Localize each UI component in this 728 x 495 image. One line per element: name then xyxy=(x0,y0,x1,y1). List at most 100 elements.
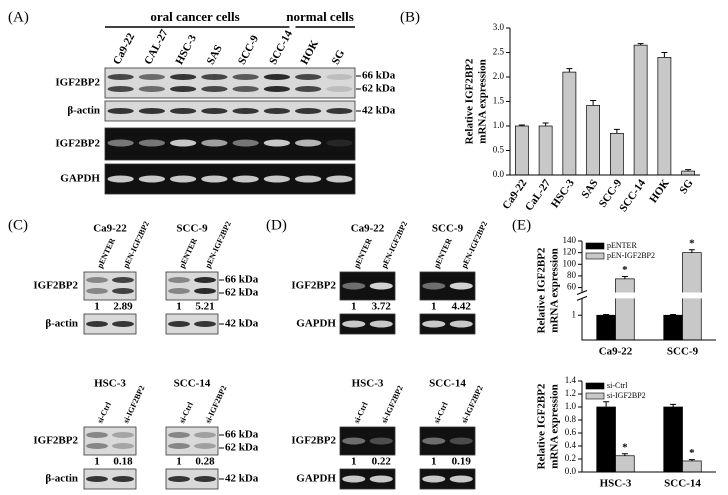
cell-label: HSC-3 xyxy=(94,378,126,390)
band xyxy=(138,139,165,147)
band xyxy=(201,108,228,114)
lane-label: si-Ctrl xyxy=(95,400,113,425)
cell-label: Ca9-22 xyxy=(351,223,385,235)
gel-image xyxy=(339,313,396,335)
band xyxy=(422,282,446,290)
blot-image xyxy=(104,100,356,122)
ratio: 4.42 xyxy=(452,301,472,313)
gel-image xyxy=(339,468,396,490)
y-tick-label: 0.8 xyxy=(565,414,577,424)
y-tick-label: 0.0 xyxy=(565,466,577,476)
band xyxy=(194,321,216,327)
band xyxy=(138,86,165,92)
band xyxy=(263,139,290,147)
band xyxy=(107,175,134,183)
band xyxy=(194,288,216,294)
band xyxy=(342,475,366,483)
error-bar xyxy=(670,403,677,407)
band xyxy=(107,86,134,92)
band xyxy=(422,437,446,445)
bar xyxy=(615,278,635,341)
lane-label: CAL-27 xyxy=(142,27,171,67)
band xyxy=(86,321,108,327)
panel-label: (B) xyxy=(400,9,420,25)
ratio: 1 xyxy=(176,456,182,468)
size-marker: 42 kDa xyxy=(362,105,396,117)
lane-label: SCC-9 xyxy=(236,33,261,67)
error-bar xyxy=(566,68,573,73)
row-label: IGF2BP2 xyxy=(55,77,100,89)
ratio: 0.22 xyxy=(372,456,392,468)
bar xyxy=(615,455,635,473)
lane-label: SCC-14 xyxy=(267,28,295,66)
y-tick-label: 1.4 xyxy=(565,375,577,385)
band xyxy=(449,475,473,483)
y-tick-label: 1.0 xyxy=(565,401,577,411)
band xyxy=(342,320,366,328)
ratio: 3.72 xyxy=(372,301,392,313)
blot-image xyxy=(83,271,137,301)
row-label: β-actin xyxy=(67,105,100,117)
cell-label: SCC-9 xyxy=(432,223,464,235)
group-label: oral cancer cells xyxy=(150,9,239,24)
band xyxy=(112,443,134,449)
band xyxy=(326,139,353,147)
ratio: 1 xyxy=(94,301,100,313)
bar xyxy=(562,71,577,176)
band xyxy=(107,139,134,147)
y-tick-label: 3.0 xyxy=(493,22,505,32)
band xyxy=(168,277,190,283)
y-tick-label: 1 xyxy=(572,309,577,319)
y-tick-label: 60 xyxy=(567,282,577,292)
band xyxy=(295,86,322,92)
band xyxy=(232,74,259,80)
band xyxy=(112,476,134,482)
lane-label: pEN-IGF2BP2 xyxy=(460,220,490,270)
gel-image xyxy=(419,426,476,456)
band xyxy=(232,108,259,114)
lane-label: pEN-IGF2BP2 xyxy=(203,220,233,270)
band xyxy=(295,74,322,80)
band xyxy=(232,139,259,147)
row-label: β-actin xyxy=(45,473,78,485)
error-bar xyxy=(621,453,628,456)
x-tick-label: SCC-14 xyxy=(664,478,701,490)
y-tick-label: 0.5 xyxy=(493,145,505,155)
band xyxy=(201,175,228,183)
y-axis-label: mRNA expression xyxy=(477,59,489,143)
blot-image xyxy=(165,426,219,456)
bar xyxy=(538,125,553,176)
band xyxy=(194,476,216,482)
size-marker: 42 kDa xyxy=(225,473,259,485)
lane-label: si-IGF2BP2 xyxy=(121,384,146,424)
x-tick-label: CaL-27 xyxy=(523,177,553,213)
y-tick-label: 0.2 xyxy=(565,453,576,463)
ratio: 1 xyxy=(431,301,437,313)
significance: * xyxy=(622,264,628,276)
row-label: IGF2BP2 xyxy=(33,435,78,447)
error-bar xyxy=(613,128,620,134)
band xyxy=(263,175,290,183)
band xyxy=(112,432,134,438)
row-label: IGF2BP2 xyxy=(33,280,78,292)
band xyxy=(326,175,353,183)
error-bar xyxy=(637,43,644,46)
band xyxy=(170,108,197,114)
significance: * xyxy=(689,237,695,249)
band xyxy=(232,175,259,183)
bar xyxy=(514,125,529,176)
legend-label: si-Ctrl xyxy=(607,381,628,390)
error-bar xyxy=(518,124,525,126)
bar xyxy=(633,44,648,176)
lane-label: si-Ctrl xyxy=(177,400,195,425)
row-label: GAPDH xyxy=(296,318,336,330)
band xyxy=(326,108,353,114)
band xyxy=(369,282,393,290)
x-tick-label: SG xyxy=(677,177,696,196)
y-axis-label: Relative IGF2BP2 xyxy=(536,247,548,333)
lane-label: si-IGF2BP2 xyxy=(380,384,405,424)
error-bar xyxy=(603,314,610,316)
size-marker: 66 kDa xyxy=(225,274,259,286)
cell-label: HSC-3 xyxy=(352,378,384,390)
